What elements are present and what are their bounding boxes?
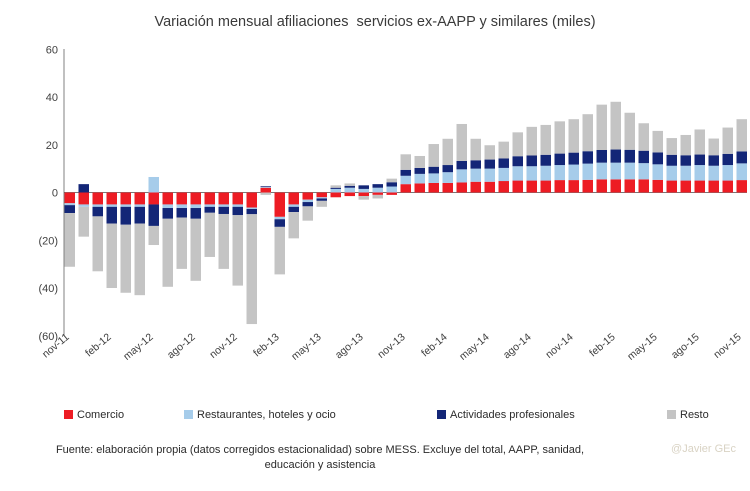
svg-text:nov-13: nov-13 bbox=[375, 331, 407, 361]
svg-text:ago-12: ago-12 bbox=[165, 331, 198, 361]
svg-text:feb-14: feb-14 bbox=[419, 331, 450, 359]
svg-text:(40): (40) bbox=[38, 283, 58, 295]
svg-text:feb-15: feb-15 bbox=[587, 331, 618, 359]
svg-text:nov-14: nov-14 bbox=[543, 331, 575, 361]
svg-text:nov-12: nov-12 bbox=[207, 331, 239, 361]
svg-text:feb-12: feb-12 bbox=[83, 331, 114, 359]
svg-text:nov-15: nov-15 bbox=[711, 331, 743, 361]
svg-text:20: 20 bbox=[46, 140, 58, 152]
svg-text:may-13: may-13 bbox=[289, 331, 324, 363]
svg-text:(20): (20) bbox=[38, 235, 58, 247]
svg-text:may-12: may-12 bbox=[121, 331, 156, 363]
svg-text:60: 60 bbox=[46, 44, 58, 56]
svg-text:ago-14: ago-14 bbox=[501, 331, 534, 361]
svg-text:may-15: may-15 bbox=[625, 331, 660, 363]
svg-text:0: 0 bbox=[52, 188, 58, 200]
svg-text:may-14: may-14 bbox=[457, 331, 492, 363]
svg-text:40: 40 bbox=[46, 92, 58, 104]
svg-text:feb-13: feb-13 bbox=[251, 331, 282, 359]
svg-text:ago-15: ago-15 bbox=[669, 331, 702, 361]
svg-text:ago-13: ago-13 bbox=[333, 331, 366, 361]
